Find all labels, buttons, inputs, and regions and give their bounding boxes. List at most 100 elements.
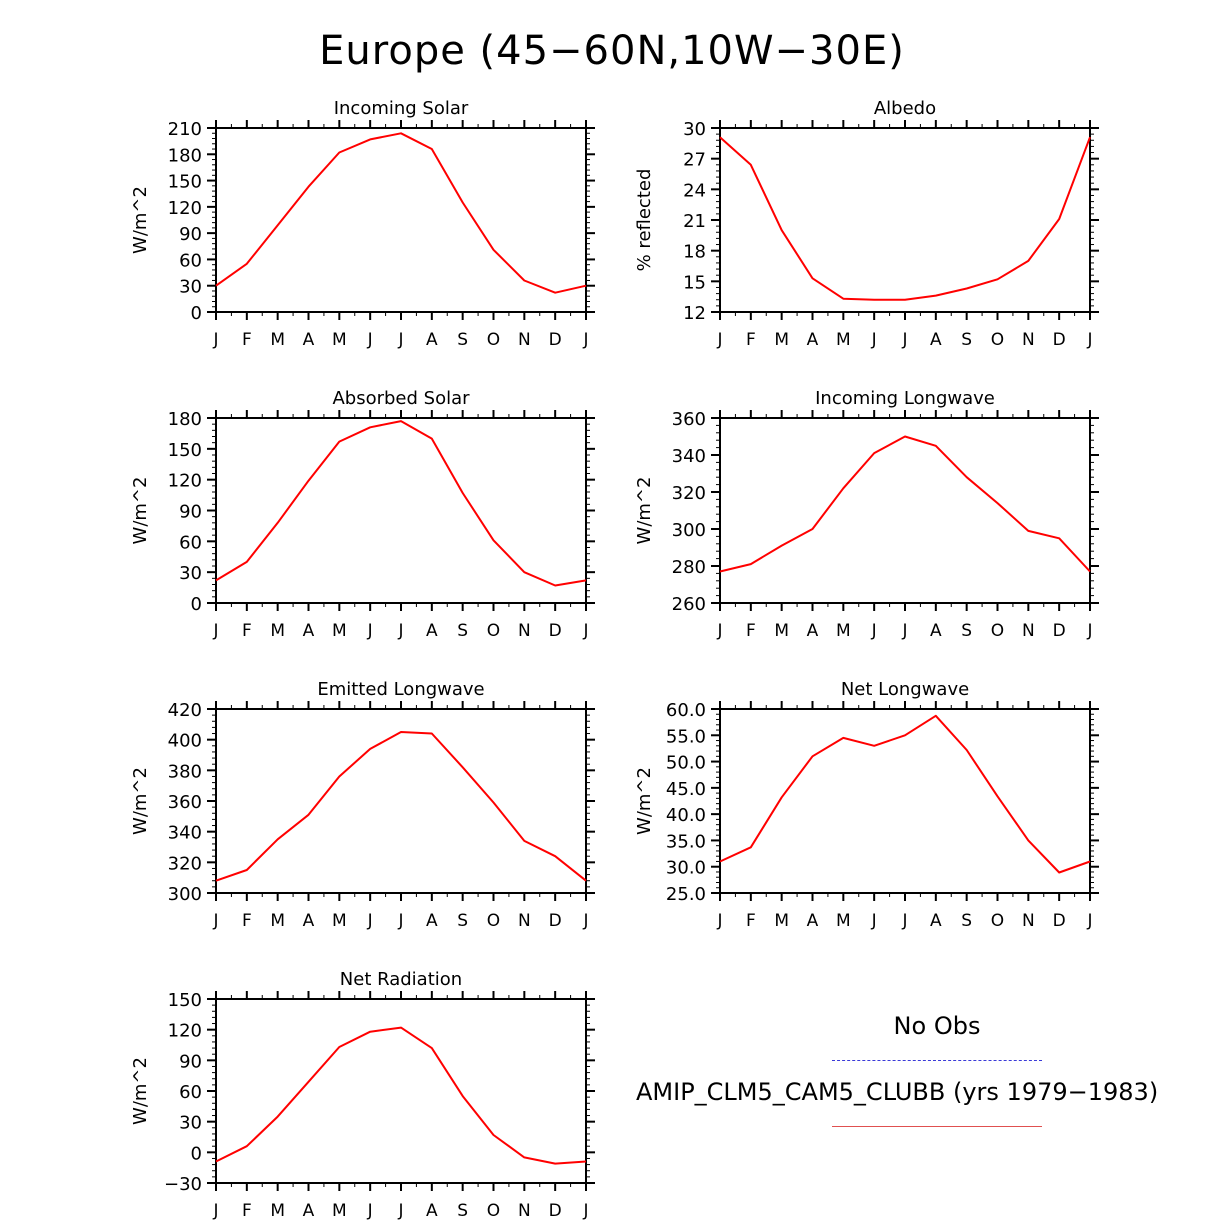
legend-model-line <box>832 1126 1042 1127</box>
y-tick-label: 120 <box>168 471 202 492</box>
y-tick-label: 300 <box>168 884 202 905</box>
x-tick-label: A <box>303 621 315 641</box>
plot-frame <box>719 127 1091 313</box>
x-tick-label: S <box>457 330 468 350</box>
y-tick-label: 30 <box>179 563 202 584</box>
x-tick-label: J <box>901 621 907 641</box>
x-tick-label: O <box>487 621 500 641</box>
y-tick-label: 360 <box>168 792 202 813</box>
x-tick-label: J <box>212 330 218 350</box>
series-line-1 <box>719 136 1091 301</box>
y-tick-label: 0 <box>191 1143 202 1164</box>
x-tick-label: J <box>212 911 218 931</box>
series-line-1 <box>215 1026 587 1165</box>
y-axis-label: W/m^2 <box>130 1057 151 1125</box>
x-tick-label: N <box>518 330 531 350</box>
x-tick-label: M <box>270 911 285 931</box>
x-tick-label: F <box>746 911 756 931</box>
x-tick-label: M <box>332 1201 347 1221</box>
x-tick-label: O <box>487 330 500 350</box>
x-tick-label: J <box>367 911 373 931</box>
x-tick-label: N <box>1022 621 1035 641</box>
x-tick-label: O <box>991 330 1004 350</box>
plot-frame <box>215 708 587 894</box>
y-axis-label: W/m^2 <box>634 767 655 835</box>
y-tick-label: 45.0 <box>666 779 706 800</box>
legend-obs-label: No Obs <box>893 1012 981 1040</box>
panel-title: Emitted Longwave <box>317 679 484 700</box>
x-tick-label: J <box>582 911 588 931</box>
x-tick-label: D <box>549 330 562 350</box>
x-tick-label: A <box>930 911 942 931</box>
x-tick-label: F <box>242 330 252 350</box>
x-tick-label: A <box>426 330 438 350</box>
x-tick-label: J <box>367 621 373 641</box>
x-tick-label: J <box>1086 330 1092 350</box>
y-tick-label: 150 <box>168 990 202 1011</box>
y-tick-label: 0 <box>191 303 202 324</box>
x-tick-label: O <box>991 911 1004 931</box>
x-tick-label: O <box>487 1201 500 1221</box>
x-tick-label: M <box>836 911 851 931</box>
x-tick-label: S <box>961 330 972 350</box>
x-tick-label: A <box>303 911 315 931</box>
x-tick-label: J <box>871 621 877 641</box>
x-tick-label: A <box>930 621 942 641</box>
series-line-1 <box>215 731 587 882</box>
y-tick-label: 120 <box>168 198 202 219</box>
x-tick-label: J <box>901 911 907 931</box>
x-tick-label: M <box>774 621 789 641</box>
y-axis-label: W/m^2 <box>634 477 655 545</box>
chart-panel-5: J F M A M J J A S O N D J300320340360380400420Emitte… <box>130 679 595 931</box>
x-tick-label: D <box>549 621 562 641</box>
x-tick-label: J <box>212 621 218 641</box>
x-tick-label: J <box>716 330 722 350</box>
x-tick-label: A <box>303 1201 315 1221</box>
x-tick-label: N <box>518 1201 531 1221</box>
x-tick-label: J <box>367 1201 373 1221</box>
x-tick-label: D <box>549 1201 562 1221</box>
legend-obs-line <box>832 1060 1042 1061</box>
x-tick-label: J <box>367 330 373 350</box>
x-tick-label: N <box>518 621 531 641</box>
x-tick-label: S <box>457 621 468 641</box>
panel-title: Net Radiation <box>340 969 462 990</box>
plot-frame <box>719 417 1091 604</box>
y-tick-label: 300 <box>672 520 706 541</box>
y-tick-label: 15 <box>683 272 706 293</box>
panel-title: Incoming Solar <box>334 98 469 119</box>
x-tick-label: J <box>1086 621 1092 641</box>
x-tick-label: J <box>871 330 877 350</box>
y-tick-label: −30 <box>164 1174 202 1195</box>
x-tick-label: M <box>332 621 347 641</box>
y-tick-label: 55.0 <box>666 726 706 747</box>
panel-title: Absorbed Solar <box>332 388 470 409</box>
x-tick-label: D <box>1053 330 1066 350</box>
x-tick-label: J <box>582 330 588 350</box>
y-tick-label: 90 <box>179 1051 202 1072</box>
x-tick-label: S <box>961 621 972 641</box>
y-axis-label: W/m^2 <box>130 186 151 254</box>
y-tick-label: 180 <box>168 145 202 166</box>
y-tick-label: 260 <box>672 594 706 615</box>
legend-model-label: AMIP_CLM5_CAM5_CLUBB (yrs 1979−1983) <box>636 1078 1159 1106</box>
y-tick-label: 180 <box>168 409 202 430</box>
x-tick-label: J <box>397 911 403 931</box>
y-tick-label: 150 <box>168 172 202 193</box>
plot-frame <box>215 998 587 1184</box>
y-tick-label: 60 <box>179 1082 202 1103</box>
y-tick-label: 24 <box>683 180 706 201</box>
x-tick-label: A <box>807 911 819 931</box>
y-tick-label: 18 <box>683 242 706 263</box>
x-tick-label: J <box>901 330 907 350</box>
x-tick-label: M <box>270 330 285 350</box>
y-tick-label: 90 <box>179 224 202 245</box>
panel-title: Net Longwave <box>841 679 969 700</box>
y-tick-label: 27 <box>683 150 706 171</box>
x-tick-label: A <box>426 1201 438 1221</box>
y-tick-label: 420 <box>168 700 202 721</box>
x-tick-label: A <box>426 911 438 931</box>
